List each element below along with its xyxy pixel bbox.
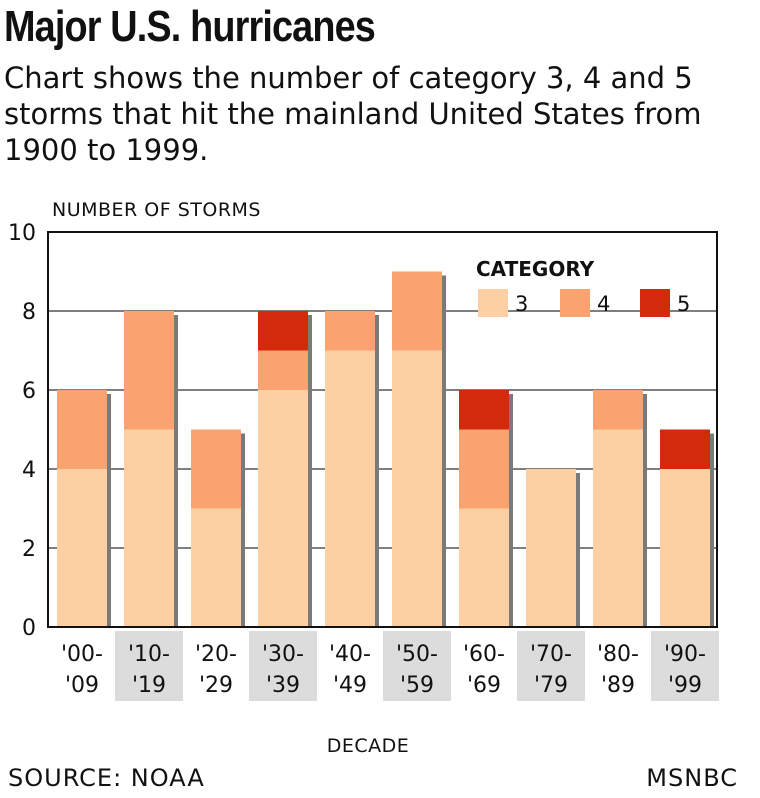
- x-tick-label-top: '70-: [530, 642, 572, 667]
- x-tick-label-bottom: '69: [467, 673, 501, 698]
- bar-shadow: [442, 275, 446, 627]
- x-tick-label-top: '20-: [195, 642, 237, 667]
- bar-segment-cat3: [191, 508, 241, 627]
- x-tick-label-bottom: '19: [132, 673, 166, 698]
- bar-shadow: [643, 394, 647, 627]
- y-axis-title: NUMBER OF STORMS: [52, 199, 261, 221]
- legend-swatch-cat4: [560, 289, 590, 317]
- bar-segment-cat3: [526, 469, 576, 627]
- legend-title: CATEGORY: [476, 257, 595, 281]
- plot-frame: [47, 231, 718, 628]
- bar-segment-cat3: [325, 350, 375, 627]
- chart-subtitle: Chart shows the number of category 3, 4 …: [4, 61, 702, 167]
- legend-swatch-cat3: [478, 289, 508, 317]
- x-tick-label-top: '40-: [329, 642, 371, 667]
- x-tick-label-bottom: '39: [266, 673, 300, 698]
- bar-segment-cat3: [57, 469, 107, 627]
- bar-shadow: [710, 433, 714, 627]
- bar-segment-cat3: [392, 350, 442, 627]
- legend-label-cat5: 5: [677, 292, 690, 316]
- legend-label-cat3: 3: [515, 292, 528, 316]
- bar-segment-cat4: [459, 429, 509, 509]
- bar-segment-cat5: [459, 390, 509, 430]
- chart-title: Major U.S. hurricanes: [4, 2, 376, 51]
- x-tick-label-bottom: '89: [601, 673, 635, 698]
- bar-segment-cat3: [258, 390, 308, 627]
- bar-segment-cat5: [660, 429, 710, 469]
- bar-shadow: [576, 473, 580, 627]
- bar-segment-cat4: [258, 350, 308, 390]
- y-tick-label: 4: [22, 458, 36, 483]
- bar-segment-cat4: [325, 311, 375, 351]
- y-tick-label: 2: [22, 537, 36, 562]
- x-label-band: [517, 631, 585, 701]
- source-note: SOURCE: NOAA: [8, 764, 205, 792]
- bar-segment-cat3: [124, 429, 174, 627]
- legend-label-cat4: 4: [597, 292, 610, 316]
- x-tick-label-bottom: '09: [65, 673, 99, 698]
- x-axis-title: DECADE: [327, 735, 410, 757]
- x-tick-label-top: '00-: [61, 642, 103, 667]
- y-tick-label: 0: [22, 616, 36, 641]
- bar-shadow: [241, 433, 245, 627]
- bar-shadow: [375, 315, 379, 627]
- credit-note: MSNBC: [646, 764, 738, 792]
- bar-shadow: [509, 394, 513, 627]
- x-tick-label-top: '90-: [664, 642, 706, 667]
- x-tick-label-top: '50-: [396, 642, 438, 667]
- bar-segment-cat4: [392, 271, 442, 351]
- x-tick-label-top: '60-: [463, 642, 505, 667]
- x-tick-label-bottom: '29: [199, 673, 233, 698]
- bar-shadow: [174, 315, 178, 627]
- x-tick-label-top: '80-: [597, 642, 639, 667]
- bar-segment-cat4: [191, 429, 241, 509]
- bar-segment-cat5: [258, 311, 308, 351]
- y-tick-label: 6: [22, 379, 36, 404]
- bar-segment-cat3: [459, 508, 509, 627]
- y-tick-label: 10: [8, 221, 36, 246]
- x-tick-label-bottom: '59: [400, 673, 434, 698]
- bar-segment-cat3: [593, 429, 643, 627]
- bar-shadow: [308, 315, 312, 627]
- x-tick-label-bottom: '99: [668, 673, 702, 698]
- bar-segment-cat4: [124, 311, 174, 430]
- bar-segment-cat4: [593, 390, 643, 430]
- y-tick-label: 8: [22, 300, 36, 325]
- x-label-band: [115, 631, 183, 701]
- x-tick-label-bottom: '79: [534, 673, 568, 698]
- x-label-band: [249, 631, 317, 701]
- bar-segment-cat4: [57, 390, 107, 469]
- x-label-band: [383, 631, 451, 701]
- bar-segment-cat3: [660, 469, 710, 627]
- x-label-band: [651, 631, 719, 701]
- x-tick-label-top: '30-: [262, 642, 304, 667]
- x-tick-label-top: '10-: [128, 642, 170, 667]
- x-tick-label-bottom: '49: [333, 673, 367, 698]
- bar-shadow: [107, 394, 111, 627]
- legend-swatch-cat5: [640, 289, 670, 317]
